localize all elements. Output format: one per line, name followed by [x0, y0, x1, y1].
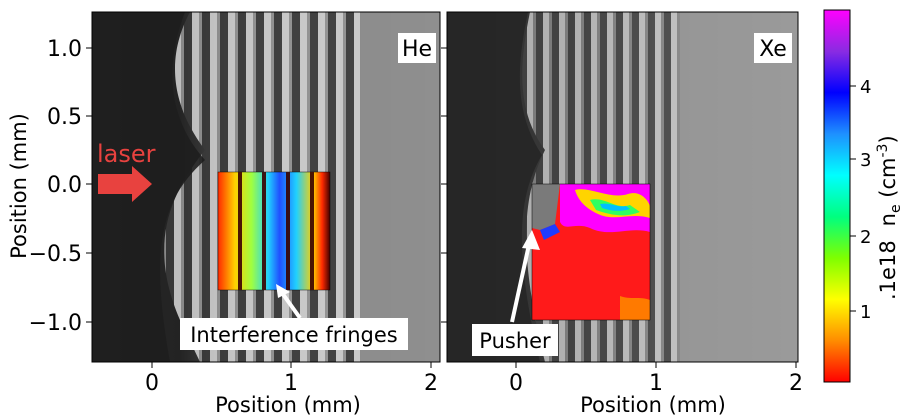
pusher-annotation-box	[472, 324, 558, 356]
x-tick-label: 2	[424, 371, 438, 396]
x-axis-xe: 0 1 2 Position (mm)	[441, 47, 803, 416]
xe-shadow	[447, 12, 542, 362]
colorbar-label: .1e18 ne (cm-3)	[875, 135, 900, 300]
colorbar-tick-label: 3	[860, 150, 871, 171]
colorbar-tick-label: 4	[860, 77, 871, 98]
pusher-region	[532, 184, 560, 230]
colorbar-multiplier: .1e18	[876, 240, 900, 300]
laser-label: laser	[97, 140, 156, 168]
pusher-annotation-label: Pusher	[479, 329, 551, 353]
colorbar-symbol: n	[876, 213, 900, 226]
panel-xe: Xe Pusher 0 1 2 Position (mm)	[441, 11, 803, 416]
x-tick-label: 2	[789, 371, 803, 396]
x-axis-label: Position (mm)	[580, 393, 726, 416]
colorbar-gradient	[823, 9, 851, 383]
y-tick-label: 1.0	[47, 37, 82, 62]
colorbar-ticks: 4 3 2 1	[850, 77, 871, 323]
x-tick-label: 1	[284, 371, 298, 396]
x-tick-label: 0	[145, 371, 159, 396]
colorbar-tick-label: 1	[860, 302, 871, 323]
colorbar-tick-label: 2	[860, 227, 871, 248]
xe-gas-label: Xe	[759, 37, 787, 62]
pusher-annotation-arrow	[510, 239, 532, 323]
colorbar-symbol-sub: e	[888, 204, 900, 213]
y-axis-label: Position (mm)	[7, 113, 31, 259]
he-gas-label-box	[398, 33, 436, 63]
x-axis-he: 0 1 2 Position (mm)	[145, 362, 438, 416]
x-tick-label: 1	[649, 371, 663, 396]
panel-he: He laser Interference fringes 1.0 0.5 0.…	[7, 11, 441, 416]
colorbar-unit-close: )	[876, 135, 900, 143]
fringes-annotation-label: Interference fringes	[190, 323, 398, 347]
y-tick-label: −1.0	[29, 311, 82, 336]
colorbar: 4 3 2 1 .1e18 ne (cm-3)	[823, 9, 900, 383]
y-axis: 1.0 0.5 0.0 −0.5 −1.0 Position (mm)	[7, 37, 92, 336]
y-tick-label: 0.5	[47, 105, 82, 130]
x-tick-label: 0	[509, 371, 523, 396]
laser-arrow-icon	[98, 166, 152, 202]
xe-gas-label-box	[754, 33, 792, 63]
xe-density-inset	[531, 183, 651, 321]
y-tick-label: 0.0	[47, 173, 82, 198]
colorbar-unit: (cm	[876, 158, 900, 205]
xe-axes-frame	[446, 11, 799, 363]
x-axis-label: Position (mm)	[215, 393, 361, 416]
colorbar-unit-exp: -3	[875, 144, 891, 158]
y-tick-label: −0.5	[29, 242, 82, 267]
he-gas-label: He	[402, 37, 432, 62]
fringes-annotation-box	[180, 318, 408, 350]
he-axes-frame	[91, 11, 441, 363]
